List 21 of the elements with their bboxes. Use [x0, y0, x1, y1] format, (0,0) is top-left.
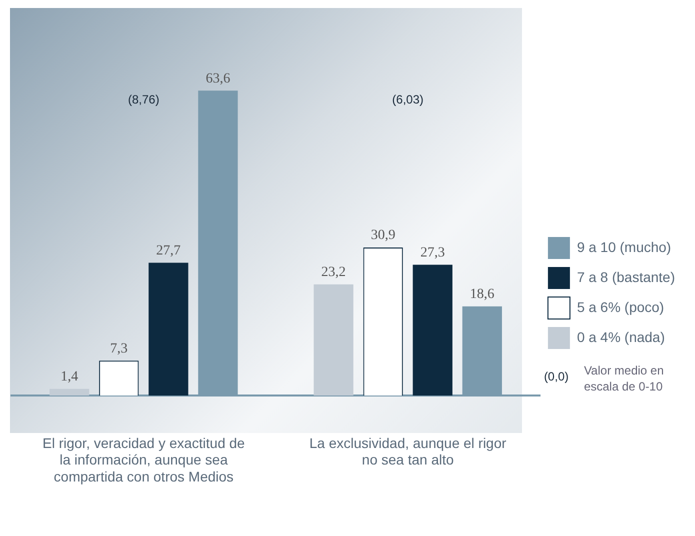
x-tick-label: El rigor, veracidad y exactitud de la información, aunque sea compartida con otros Medios: [42, 434, 246, 484]
data-label: 7,3: [110, 341, 128, 356]
data-label: 18,6: [470, 287, 494, 302]
bar: [314, 284, 354, 396]
data-label: 1,4: [60, 370, 78, 385]
annotation: (6,03): [392, 92, 424, 106]
annotation: (8,76): [128, 92, 160, 106]
data-label: 27,7: [156, 243, 181, 258]
x-tick-label: La exclusividad, aunque el rigor no sea tan alto: [309, 434, 507, 468]
legend-label: 9 a 10 (mucho): [576, 238, 672, 255]
legend-label: 5 a 6% (poco): [576, 298, 664, 315]
text: (0,0) Valor medio en escala de 0-10: [544, 363, 664, 394]
data-label: 30,9: [370, 228, 396, 244]
legend-label: 7 a 8 (bastante): [576, 268, 675, 285]
data-label: 27,3: [420, 245, 445, 260]
legend-label: 0 a 4% (nada): [576, 328, 665, 345]
data-label: 23,2: [321, 265, 346, 280]
bar: [50, 388, 90, 396]
bar: [148, 262, 188, 396]
data-label: 63,6: [206, 71, 230, 86]
bar: [412, 264, 452, 396]
